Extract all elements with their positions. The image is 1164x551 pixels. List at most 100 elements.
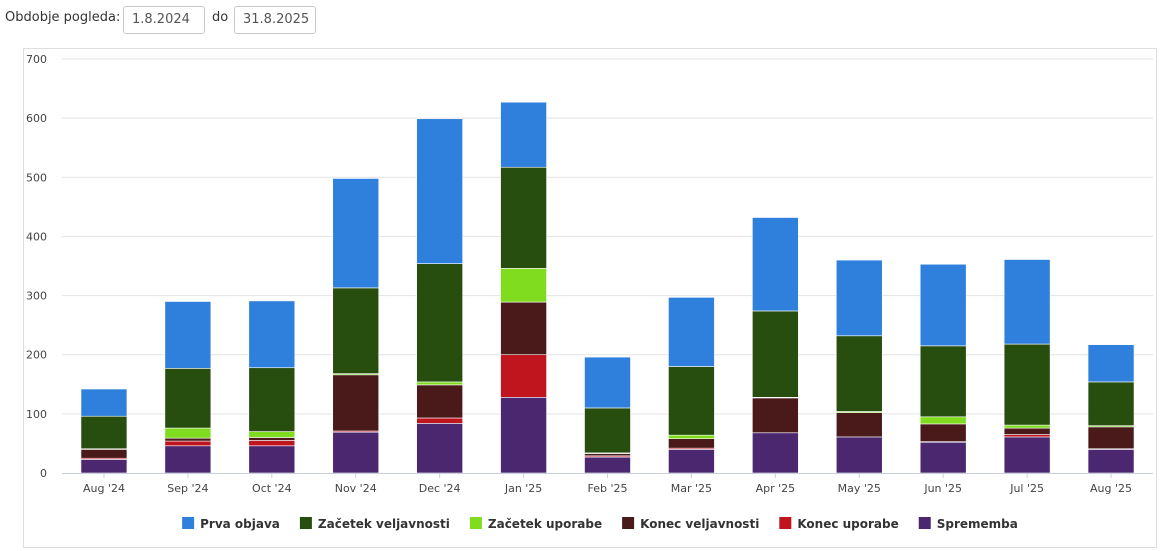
bar-segment <box>416 423 463 474</box>
bar-segment <box>500 268 547 303</box>
y-tick-label: 200 <box>26 349 47 362</box>
bar-segment <box>919 416 967 425</box>
legend-swatch <box>299 517 312 529</box>
x-tick-label: Apr '25 <box>756 482 796 495</box>
y-tick-label: 300 <box>26 290 47 303</box>
bar-segment <box>919 263 967 347</box>
bar-segment <box>80 459 128 474</box>
bar-segment <box>584 407 631 454</box>
bar-segment <box>752 310 799 398</box>
bar-segment <box>164 440 212 447</box>
bar-segment <box>164 437 212 442</box>
bar-segment <box>919 423 967 442</box>
bar-segment <box>835 259 883 337</box>
date-to-input[interactable]: 31.8.2025 <box>234 6 316 34</box>
bar-segment <box>248 437 296 441</box>
y-tick-label: 400 <box>26 230 47 243</box>
y-tick-label: 100 <box>26 408 47 421</box>
bar-segment <box>164 301 212 369</box>
legend-swatch <box>918 517 931 529</box>
bar-segment <box>80 388 128 417</box>
bar-segment <box>584 356 631 409</box>
bar-segment <box>752 217 799 312</box>
bar-segment <box>332 287 380 374</box>
legend-background <box>174 510 1026 536</box>
x-tick-label: Oct '24 <box>252 482 292 495</box>
x-tick-label: Sep '24 <box>167 482 208 495</box>
legend-label: Prva objava <box>200 517 280 531</box>
bar-segment <box>248 440 296 447</box>
bar-segment <box>668 449 715 474</box>
bar-segment <box>835 412 883 438</box>
date-from-input[interactable]: 1.8.2024 <box>123 6 205 34</box>
x-tick-label: May '25 <box>838 482 881 495</box>
bar-segment <box>500 166 547 269</box>
bar-segment <box>1003 259 1051 345</box>
x-tick-label: Aug '24 <box>83 482 125 495</box>
x-tick-label: Jun '25 <box>923 482 962 495</box>
bar-segment <box>584 453 631 457</box>
legend-label: Sprememba <box>937 517 1018 531</box>
bar-segment <box>835 335 883 412</box>
legend-label: Konec veljavnosti <box>640 517 759 531</box>
bar-segment <box>752 432 799 474</box>
bar-segment <box>1003 436 1051 474</box>
bar-segment <box>80 415 128 450</box>
bar-segment <box>1003 343 1051 426</box>
bar-segment <box>1003 427 1051 435</box>
x-tick-label: Jan '25 <box>504 482 542 495</box>
bar-segment <box>1003 424 1051 429</box>
bar-segment <box>668 438 715 449</box>
bar-segment <box>332 374 380 432</box>
to-label: do <box>212 10 229 25</box>
y-tick-label: 500 <box>26 171 47 184</box>
bar-segment <box>416 384 463 419</box>
bar-segment <box>80 449 128 459</box>
bar-segment <box>500 354 547 398</box>
bar-segment <box>919 441 967 474</box>
legend-swatch <box>779 517 792 529</box>
legend-swatch <box>622 517 635 529</box>
bar-segment <box>416 118 463 264</box>
bar-segment <box>164 445 212 474</box>
bar-segment <box>584 456 631 474</box>
date-range-filter: Obdobje pogleda: 1.8.2024 do 31.8.2025 <box>0 0 1164 40</box>
bar-segment <box>1003 434 1051 438</box>
bar-segment <box>668 297 715 367</box>
x-tick-label: Nov '24 <box>335 482 377 495</box>
bar-segment <box>164 427 212 439</box>
bar-segment <box>248 300 296 369</box>
legend-swatch <box>182 517 195 529</box>
bar-segment <box>332 178 380 289</box>
bar-segment <box>1087 449 1135 474</box>
y-tick-label: 600 <box>26 112 47 125</box>
x-tick-label: Aug '25 <box>1090 482 1132 495</box>
bar-segment <box>919 345 967 418</box>
y-tick-label: 0 <box>40 467 47 480</box>
bar-segment <box>500 101 547 168</box>
bar-segment <box>1087 344 1135 383</box>
bar-segment <box>500 301 547 356</box>
bar-segment <box>416 417 463 424</box>
legend-swatch <box>469 517 482 529</box>
x-tick-label: Mar '25 <box>671 482 712 495</box>
bar-segment <box>164 368 212 429</box>
bar-segment <box>248 445 296 474</box>
bar-segment <box>668 366 715 436</box>
legend-label: Začetek veljavnosti <box>318 517 450 531</box>
bar-segment <box>1087 426 1135 450</box>
legend-label: Začetek uporabe <box>488 517 602 531</box>
bar-segment <box>1087 381 1135 426</box>
legend-label: Konec uporabe <box>797 517 898 531</box>
bar-segment <box>668 434 715 439</box>
bar-segment <box>835 436 883 474</box>
bar-segment <box>332 431 380 474</box>
x-tick-label: Feb '25 <box>588 482 628 495</box>
bar-segment <box>248 431 296 438</box>
bar-segment <box>500 396 547 474</box>
x-tick-label: Dec '24 <box>419 482 461 495</box>
y-tick-label: 700 <box>26 53 47 66</box>
bar-segment <box>248 367 296 432</box>
bar-segment <box>416 381 463 386</box>
